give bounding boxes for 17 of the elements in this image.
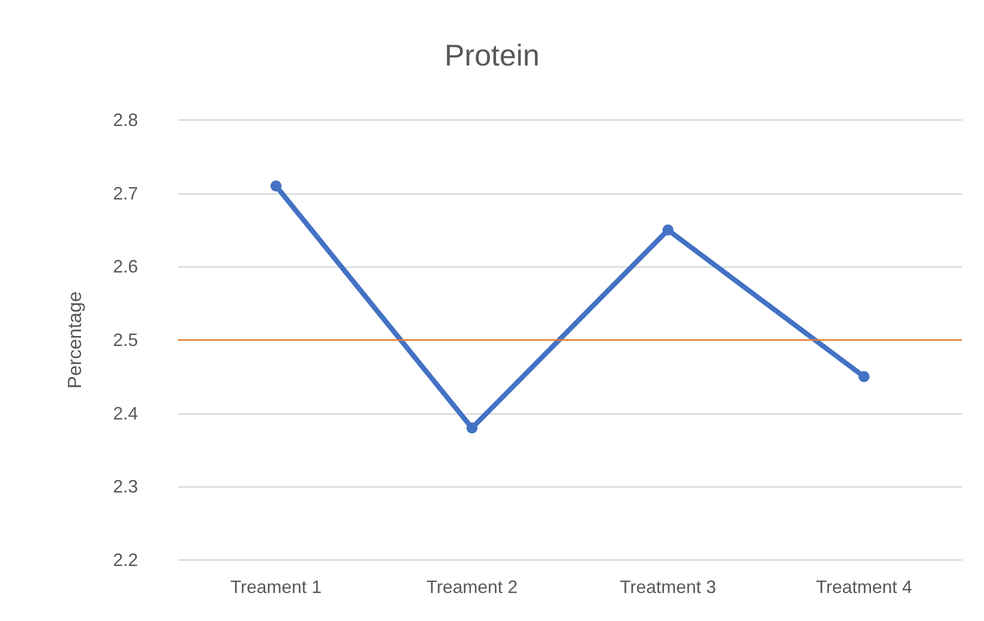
y-tick-label: 2.6 xyxy=(112,256,138,277)
y-tick-label: 2.2 xyxy=(112,550,138,570)
point xyxy=(270,180,282,192)
y-tick-label: 2.4 xyxy=(112,403,138,424)
x-tick-label: Treatment 4 xyxy=(816,577,912,597)
y-tick-label: 2.8 xyxy=(112,110,138,130)
y-axis-title: Percentage xyxy=(65,291,86,389)
y-tick-label: 2.7 xyxy=(112,183,138,204)
x-tick-label: Treament 2 xyxy=(426,577,518,597)
y-tick-label: 2.3 xyxy=(112,476,138,497)
y-tick-label: 2.5 xyxy=(112,330,138,350)
point xyxy=(466,422,478,434)
x-tick-label: Treament 1 xyxy=(230,577,322,597)
x-tick-label: Treatment 3 xyxy=(620,577,716,597)
point xyxy=(858,371,870,382)
chart-title: Protein xyxy=(444,40,540,72)
point xyxy=(662,224,674,236)
